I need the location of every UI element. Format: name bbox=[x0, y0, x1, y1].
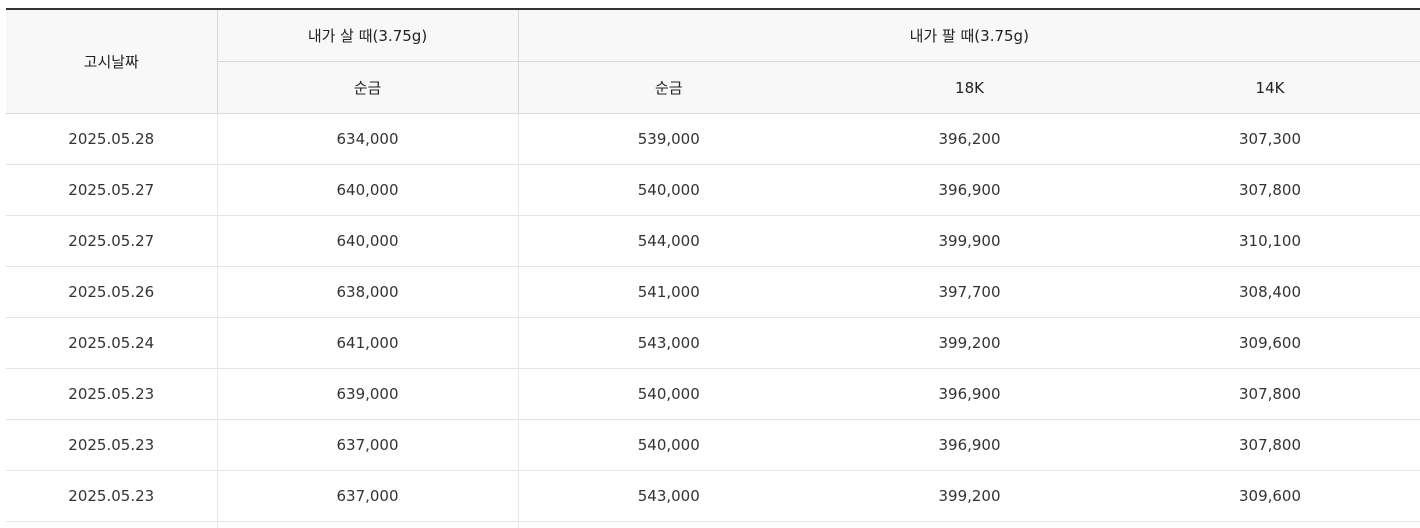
gold-price-table: 고시날짜 내가 살 때(3.75g) 내가 팔 때(3.75g) 순금 순금 1… bbox=[6, 8, 1420, 528]
cell-sell-18k: 396,900 bbox=[819, 420, 1120, 471]
header-buy-pure-gold: 순금 bbox=[217, 62, 518, 114]
header-sell-pure-gold: 순금 bbox=[518, 62, 819, 114]
cell-sell-14k: 310,100 bbox=[1120, 216, 1420, 267]
cell-empty bbox=[518, 522, 819, 528]
cell-buy-pure-gold: 639,000 bbox=[217, 369, 518, 420]
cell-sell-18k: 396,900 bbox=[819, 369, 1120, 420]
cell-sell-14k: 307,800 bbox=[1120, 369, 1420, 420]
cell-sell-18k: 399,900 bbox=[819, 216, 1120, 267]
cell-date: 2025.05.23 bbox=[6, 471, 217, 522]
cell-sell-pure-gold: 541,000 bbox=[518, 267, 819, 318]
cell-sell-pure-gold: 544,000 bbox=[518, 216, 819, 267]
cell-date: 2025.05.24 bbox=[6, 318, 217, 369]
cell-sell-18k: 399,200 bbox=[819, 318, 1120, 369]
cell-sell-18k: 397,700 bbox=[819, 267, 1120, 318]
cell-sell-18k: 396,200 bbox=[819, 114, 1120, 165]
table-header: 고시날짜 내가 살 때(3.75g) 내가 팔 때(3.75g) 순금 순금 1… bbox=[6, 9, 1420, 114]
cell-sell-14k: 309,600 bbox=[1120, 318, 1420, 369]
cell-sell-pure-gold: 540,000 bbox=[518, 369, 819, 420]
cell-date: 2025.05.23 bbox=[6, 420, 217, 471]
cell-sell-14k: 307,800 bbox=[1120, 420, 1420, 471]
cell-empty bbox=[1120, 522, 1420, 528]
cell-sell-pure-gold: 540,000 bbox=[518, 420, 819, 471]
cell-sell-pure-gold: 543,000 bbox=[518, 471, 819, 522]
header-sell-group: 내가 팔 때(3.75g) bbox=[518, 9, 1420, 62]
header-date: 고시날짜 bbox=[6, 9, 217, 114]
cell-sell-pure-gold: 539,000 bbox=[518, 114, 819, 165]
cell-sell-18k: 396,900 bbox=[819, 165, 1120, 216]
header-buy-group: 내가 살 때(3.75g) bbox=[217, 9, 518, 62]
cell-sell-18k: 399,200 bbox=[819, 471, 1120, 522]
header-sell-18k: 18K bbox=[819, 62, 1120, 114]
cell-sell-14k: 307,800 bbox=[1120, 165, 1420, 216]
gold-price-table-wrapper: 고시날짜 내가 살 때(3.75g) 내가 팔 때(3.75g) 순금 순금 1… bbox=[6, 8, 1420, 528]
cell-buy-pure-gold: 640,000 bbox=[217, 165, 518, 216]
cell-date: 2025.05.27 bbox=[6, 216, 217, 267]
cell-buy-pure-gold: 637,000 bbox=[217, 471, 518, 522]
cell-empty bbox=[819, 522, 1120, 528]
cell-sell-14k: 307,300 bbox=[1120, 114, 1420, 165]
cell-buy-pure-gold: 640,000 bbox=[217, 216, 518, 267]
cell-date: 2025.05.28 bbox=[6, 114, 217, 165]
cell-sell-pure-gold: 543,000 bbox=[518, 318, 819, 369]
header-sell-14k: 14K bbox=[1120, 62, 1420, 114]
cell-buy-pure-gold: 638,000 bbox=[217, 267, 518, 318]
cell-sell-14k: 309,600 bbox=[1120, 471, 1420, 522]
cell-empty bbox=[6, 522, 217, 528]
cell-date: 2025.05.23 bbox=[6, 369, 217, 420]
cell-date: 2025.05.27 bbox=[6, 165, 217, 216]
cell-sell-pure-gold: 540,000 bbox=[518, 165, 819, 216]
table-row-partial bbox=[6, 522, 1420, 528]
cell-date: 2025.05.26 bbox=[6, 267, 217, 318]
cell-sell-14k: 308,400 bbox=[1120, 267, 1420, 318]
cell-buy-pure-gold: 634,000 bbox=[217, 114, 518, 165]
cell-buy-pure-gold: 637,000 bbox=[217, 420, 518, 471]
cell-empty bbox=[217, 522, 518, 528]
cell-buy-pure-gold: 641,000 bbox=[217, 318, 518, 369]
